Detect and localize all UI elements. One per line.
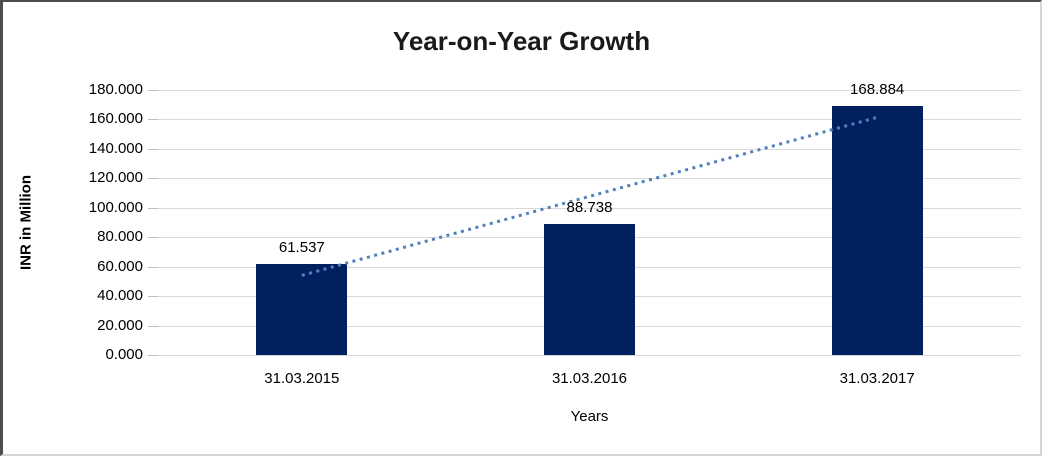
x-tick-label: 31.03.2015 (264, 370, 340, 387)
y-axis-tick (148, 207, 158, 209)
gridline (158, 178, 1021, 180)
y-tick-label: 120.000 (88, 169, 143, 187)
y-tick-label: 180.000 (88, 81, 143, 98)
gridline (158, 90, 1021, 91)
y-tick-label: 0.000 (105, 346, 143, 363)
bar-value-label: 61.537 (278, 239, 325, 257)
x-axis-title: Years (570, 408, 609, 425)
bar (544, 224, 635, 355)
gridline (158, 119, 1021, 121)
x-tick-label: 31.03.2016 (551, 370, 628, 387)
y-axis-tick (148, 119, 158, 121)
y-axis-tick (148, 237, 158, 239)
y-tick-label: 20.000 (97, 316, 143, 334)
y-tick-label: 40.000 (97, 287, 143, 305)
bar (831, 106, 923, 355)
gridline (158, 207, 1021, 209)
gridline (158, 355, 1021, 356)
y-tick-label: 140.000 (88, 139, 143, 157)
bar (256, 264, 348, 355)
trendline-path (301, 115, 878, 277)
gridline (158, 148, 1021, 150)
y-tick-label: 160.000 (88, 110, 143, 128)
y-axis-tick (148, 148, 158, 150)
y-axis-tick (148, 355, 158, 356)
y-axis-tick (148, 296, 158, 298)
trendline (301, 115, 878, 277)
bar-value-label: 88.738 (566, 199, 613, 217)
y-tick-label: 60.000 (97, 257, 143, 275)
bar-value-label: 168.884 (850, 81, 905, 99)
y-axis-tick (148, 325, 158, 327)
y-tick-label: 80.000 (97, 228, 143, 246)
y-axis-title: INR in Million (17, 175, 35, 270)
y-axis-tick (148, 266, 158, 268)
y-axis-tick (148, 90, 158, 91)
x-tick-label: 31.03.2017 (839, 370, 915, 387)
y-axis-tick (148, 178, 158, 180)
y-tick-label: 100.000 (88, 198, 143, 216)
chart-title: Year-on-Year Growth (392, 26, 651, 56)
